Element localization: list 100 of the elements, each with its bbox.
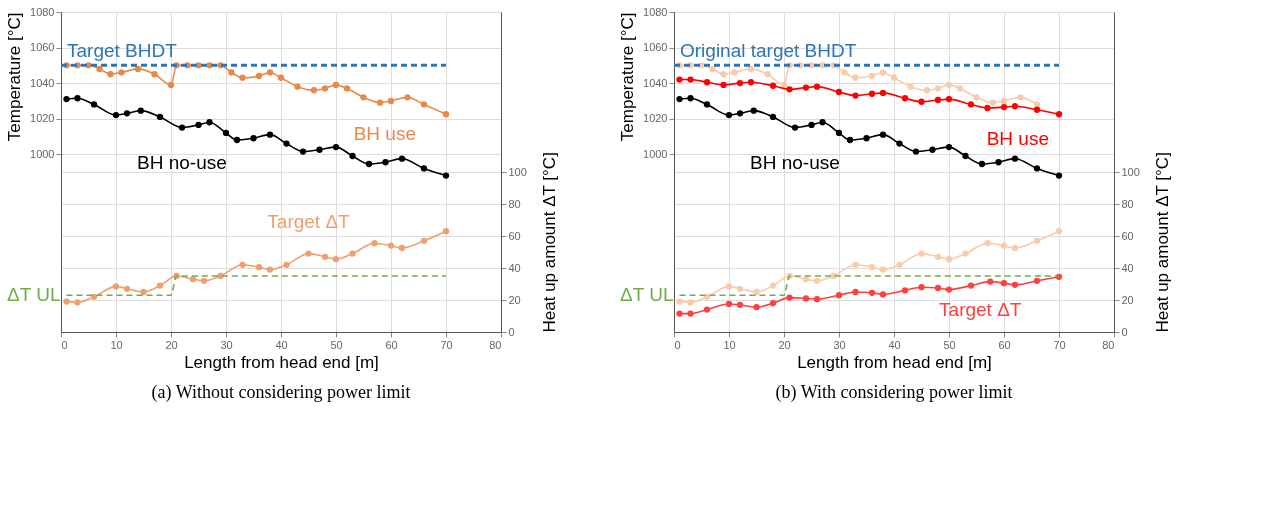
point [687,76,694,83]
x-axis-title: Length from head end [m] [184,352,379,372]
point [901,95,909,102]
text: (b) With considering power limit [775,382,1013,403]
x-tick-label: 10 [723,338,736,351]
point [1000,242,1008,249]
point [703,79,711,86]
point [123,285,131,292]
point [112,283,120,290]
series-label: ΔT UL [6,284,61,306]
point [962,152,969,160]
point [703,293,711,300]
point [222,129,230,137]
point [1017,94,1024,101]
y2-tick-label: 20 [1121,293,1134,306]
point [687,299,694,306]
y-axis-title: Temperature [°C] [618,12,638,142]
x-tick-label: 80 [1102,338,1115,351]
point [123,110,131,117]
point [896,140,903,147]
point [703,101,711,108]
point [934,253,942,260]
y-axis-title: Temperature [°C] [5,12,25,142]
point [365,160,373,168]
point [442,111,450,118]
point [736,110,744,117]
point [703,306,711,313]
point [676,95,683,103]
x-tick-label: 40 [275,338,288,351]
point [835,292,843,299]
point [720,71,727,78]
y2-tick-label: 40 [508,261,521,274]
point [118,69,125,76]
point [167,81,175,89]
point [107,71,114,78]
point [195,121,202,129]
point [934,284,942,292]
point [349,152,356,160]
point [764,71,771,78]
point [995,159,1002,166]
point [266,131,274,138]
point [687,95,694,102]
point [945,256,953,263]
point [1033,277,1041,284]
point [725,111,733,119]
point [978,160,986,168]
x-tick-label: 20 [778,338,791,351]
point [676,310,683,317]
point [780,81,788,89]
ref-line-label: Target BHDT [67,40,178,62]
point [736,285,744,292]
point [984,240,991,247]
point [266,69,274,76]
point [387,97,395,105]
point [912,148,920,155]
point [189,276,197,283]
point [934,85,942,92]
point [769,300,777,307]
x-tick-label: 70 [440,338,453,351]
point [967,282,975,289]
y2-tick-label: 60 [508,229,521,242]
y2-axis-title: Heat up amount ΔT [°C] [1152,152,1172,333]
point [266,266,274,273]
point [989,99,997,106]
point [918,98,925,105]
point [736,301,744,308]
text: (a) Without considering power limit [151,382,411,403]
point [747,79,755,86]
x-tick-label: 30 [833,338,846,351]
point [442,172,450,179]
point [819,119,826,126]
point [753,288,760,296]
point [299,148,307,155]
point [835,88,843,96]
x-tick-label: 60 [998,338,1011,351]
point [769,113,777,121]
point [420,165,428,172]
point [879,69,887,76]
point [332,143,340,151]
point [890,74,898,81]
point [420,101,428,108]
point [750,107,757,114]
point [332,256,340,263]
point [786,294,793,301]
point [945,95,953,103]
point [349,250,356,257]
point [709,65,716,73]
point [802,295,810,302]
point [1000,103,1008,111]
x-axis-title: Length from head end [m] [797,352,992,372]
point [96,65,103,73]
point [1055,111,1063,118]
point [973,94,980,101]
point [1055,228,1063,235]
point [687,310,694,317]
point [1000,97,1008,105]
series-label: BH use [353,123,416,145]
point [863,135,870,142]
point [239,261,246,268]
point [442,228,450,235]
